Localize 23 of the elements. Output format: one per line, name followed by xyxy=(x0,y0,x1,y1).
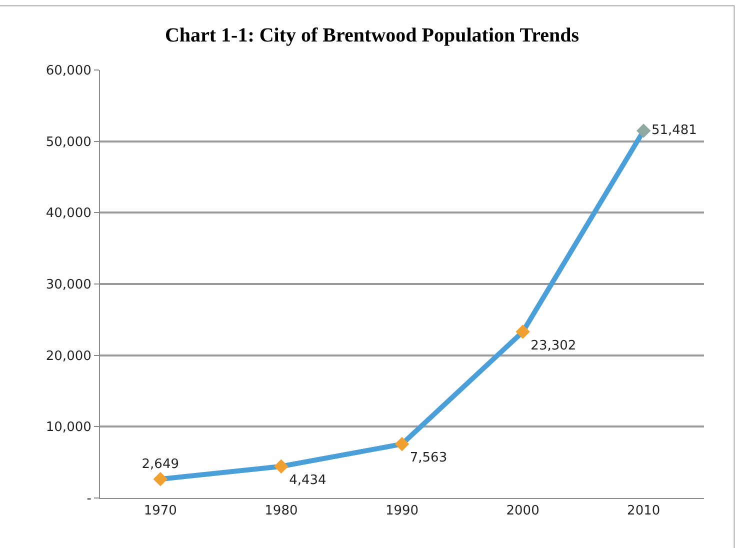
y-tick-label: 40,000 xyxy=(46,206,92,222)
x-tick-label: 1990 xyxy=(385,504,419,519)
data-label: 23,302 xyxy=(530,338,576,354)
y-tick-label: 60,000 xyxy=(46,64,92,79)
x-tick-label: 2010 xyxy=(627,504,660,519)
y-tick-label: 50,000 xyxy=(46,134,92,150)
x-tick-label: 1970 xyxy=(144,504,177,519)
y-tick-label: 30,000 xyxy=(46,278,92,293)
x-tick-label: 1980 xyxy=(264,504,298,519)
point xyxy=(274,459,288,474)
point xyxy=(636,124,651,138)
y-tick-label: 20,000 xyxy=(46,348,92,364)
chart-title: Chart 1-1: City of Brentwood Population Trends xyxy=(164,24,580,46)
data-label: 4,434 xyxy=(289,472,326,488)
data-label: 2,649 xyxy=(142,456,180,472)
data-label: 7,563 xyxy=(410,450,448,466)
data-label: 51,481 xyxy=(651,123,697,138)
y-tick-label: - xyxy=(86,492,92,507)
point xyxy=(394,436,410,452)
point xyxy=(153,472,168,486)
x-tick-label: 2000 xyxy=(506,504,540,519)
point xyxy=(516,324,530,339)
y-tick-label: 10,000 xyxy=(46,420,92,436)
